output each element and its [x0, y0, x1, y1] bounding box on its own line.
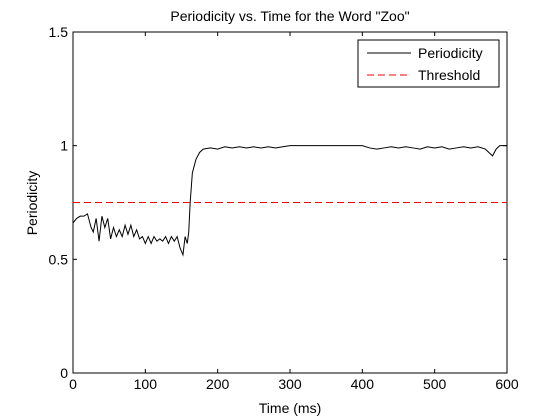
y-tick-label: 0 [60, 365, 68, 381]
series-layer [72, 145, 507, 257]
legend-label-periodicity: Periodicity [418, 45, 483, 61]
series-line-periodicity [72, 145, 507, 257]
chart-title: Periodicity vs. Time for the Word "Zoo" [170, 8, 409, 24]
y-axis: 0 0.5 1 1.5 [49, 24, 507, 381]
x-tick-label: 300 [278, 376, 302, 392]
x-tick-label: 500 [423, 376, 447, 392]
legend-box [357, 39, 500, 88]
x-tick-label: 600 [495, 376, 519, 392]
x-tick-label: 100 [134, 376, 158, 392]
y-tick-label: 1.5 [49, 24, 69, 40]
legend: Periodicity Threshold [357, 39, 500, 88]
x-axis-title: Time (ms) [259, 400, 321, 416]
x-tick-label: 200 [206, 376, 230, 392]
y-tick-label: 0.5 [49, 251, 69, 267]
legend-label-threshold: Threshold [418, 67, 480, 83]
x-axis: 0 100 200 300 400 500 600 [69, 32, 519, 392]
x-tick-label: 0 [69, 376, 77, 392]
y-tick-label: 1 [60, 138, 68, 154]
y-axis-title: Periodicity [24, 171, 40, 236]
x-tick-label: 400 [351, 376, 375, 392]
